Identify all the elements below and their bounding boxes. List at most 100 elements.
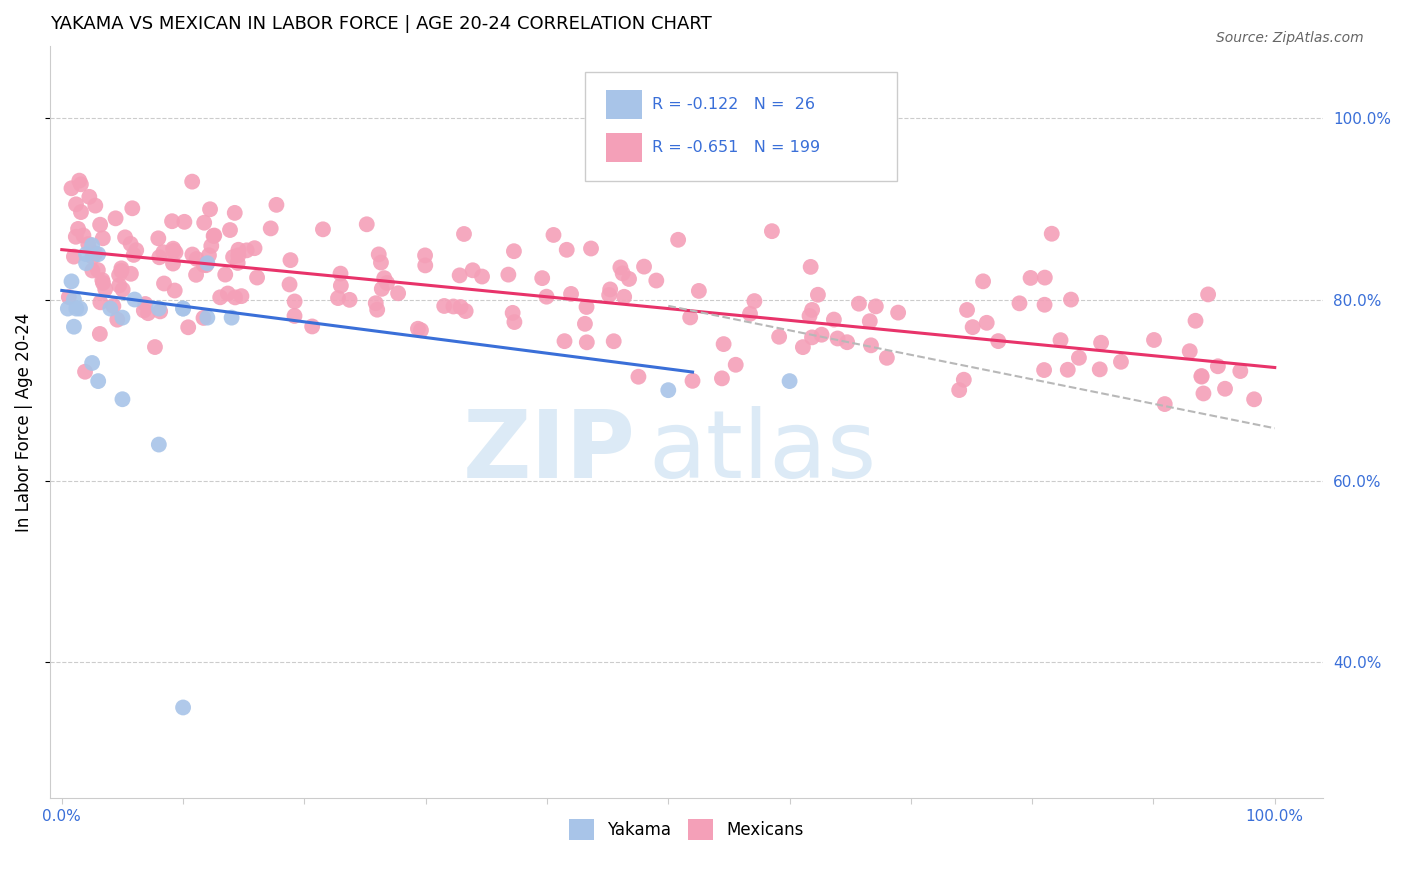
Point — [409, 323, 432, 337]
Point — [574, 317, 596, 331]
Point — [560, 287, 582, 301]
Point — [243, 241, 266, 255]
Point — [617, 272, 640, 286]
Point — [768, 330, 790, 344]
Point — [413, 259, 436, 273]
Point — [1191, 369, 1213, 384]
Point — [60, 274, 83, 288]
Point — [84, 246, 107, 260]
Point — [329, 278, 352, 293]
Point — [807, 287, 830, 301]
Point — [122, 248, 145, 262]
Point — [177, 320, 200, 334]
Point — [136, 306, 159, 320]
Point — [810, 327, 832, 342]
Point — [163, 284, 186, 298]
Point — [433, 299, 456, 313]
Point — [108, 268, 131, 282]
Point — [609, 260, 631, 275]
Point — [172, 700, 194, 714]
Point — [502, 306, 524, 320]
Point — [87, 247, 110, 261]
Point — [193, 216, 215, 230]
Point — [450, 300, 472, 314]
Point — [800, 260, 823, 274]
Point — [69, 301, 91, 316]
Point — [278, 277, 301, 292]
Point — [228, 248, 250, 262]
Point — [283, 309, 305, 323]
Point — [543, 227, 565, 242]
Point — [627, 369, 650, 384]
Point — [198, 202, 221, 217]
Point — [132, 303, 155, 318]
Point — [339, 293, 361, 307]
Point — [1143, 333, 1166, 347]
Point — [461, 263, 484, 277]
Point — [104, 211, 127, 226]
Point — [666, 233, 689, 247]
Point — [148, 250, 170, 264]
Point — [453, 227, 475, 241]
Point — [1206, 359, 1229, 374]
Point — [744, 294, 766, 309]
Point — [373, 271, 395, 285]
Point — [792, 340, 814, 354]
Point — [531, 271, 554, 285]
Point — [1213, 382, 1236, 396]
Point — [82, 356, 104, 370]
Point — [612, 266, 634, 280]
Point — [962, 320, 984, 334]
Point — [364, 296, 387, 310]
Point — [70, 205, 93, 219]
Point — [682, 374, 704, 388]
Point — [246, 270, 269, 285]
Point — [120, 236, 142, 251]
FancyBboxPatch shape — [606, 133, 643, 161]
Point — [356, 217, 378, 231]
Point — [214, 268, 236, 282]
Point — [613, 290, 636, 304]
Text: ZIP: ZIP — [463, 406, 636, 498]
Point — [887, 305, 910, 319]
Point — [1019, 271, 1042, 285]
Point — [312, 222, 335, 236]
Point — [72, 228, 94, 243]
Point — [953, 373, 976, 387]
Point — [65, 229, 87, 244]
Point — [579, 242, 602, 256]
Point — [67, 222, 90, 236]
Text: R = -0.122   N =  26: R = -0.122 N = 26 — [652, 97, 815, 112]
Point — [1109, 355, 1132, 369]
Point — [948, 383, 970, 397]
Point — [148, 231, 170, 245]
Point — [111, 310, 134, 325]
Point — [202, 229, 225, 244]
Point — [202, 228, 225, 243]
Point — [153, 277, 176, 291]
Point — [575, 300, 598, 314]
FancyBboxPatch shape — [606, 90, 643, 119]
Point — [63, 319, 86, 334]
Point — [172, 301, 194, 316]
Point — [84, 199, 107, 213]
Point — [1033, 270, 1056, 285]
Point — [688, 284, 710, 298]
Point — [633, 260, 655, 274]
Point — [79, 190, 101, 204]
Point — [73, 365, 96, 379]
Point — [181, 175, 204, 189]
Y-axis label: In Labor Force | Age 20-24: In Labor Force | Age 20-24 — [15, 312, 32, 532]
Point — [1088, 362, 1111, 376]
Point — [413, 248, 436, 262]
Point — [195, 310, 218, 325]
Point — [598, 288, 620, 302]
Point — [956, 302, 979, 317]
Point — [859, 314, 882, 328]
Point — [87, 263, 110, 277]
Point — [162, 242, 184, 256]
Point — [848, 296, 870, 310]
Point — [193, 310, 215, 325]
Point — [827, 331, 849, 345]
Point — [801, 302, 824, 317]
